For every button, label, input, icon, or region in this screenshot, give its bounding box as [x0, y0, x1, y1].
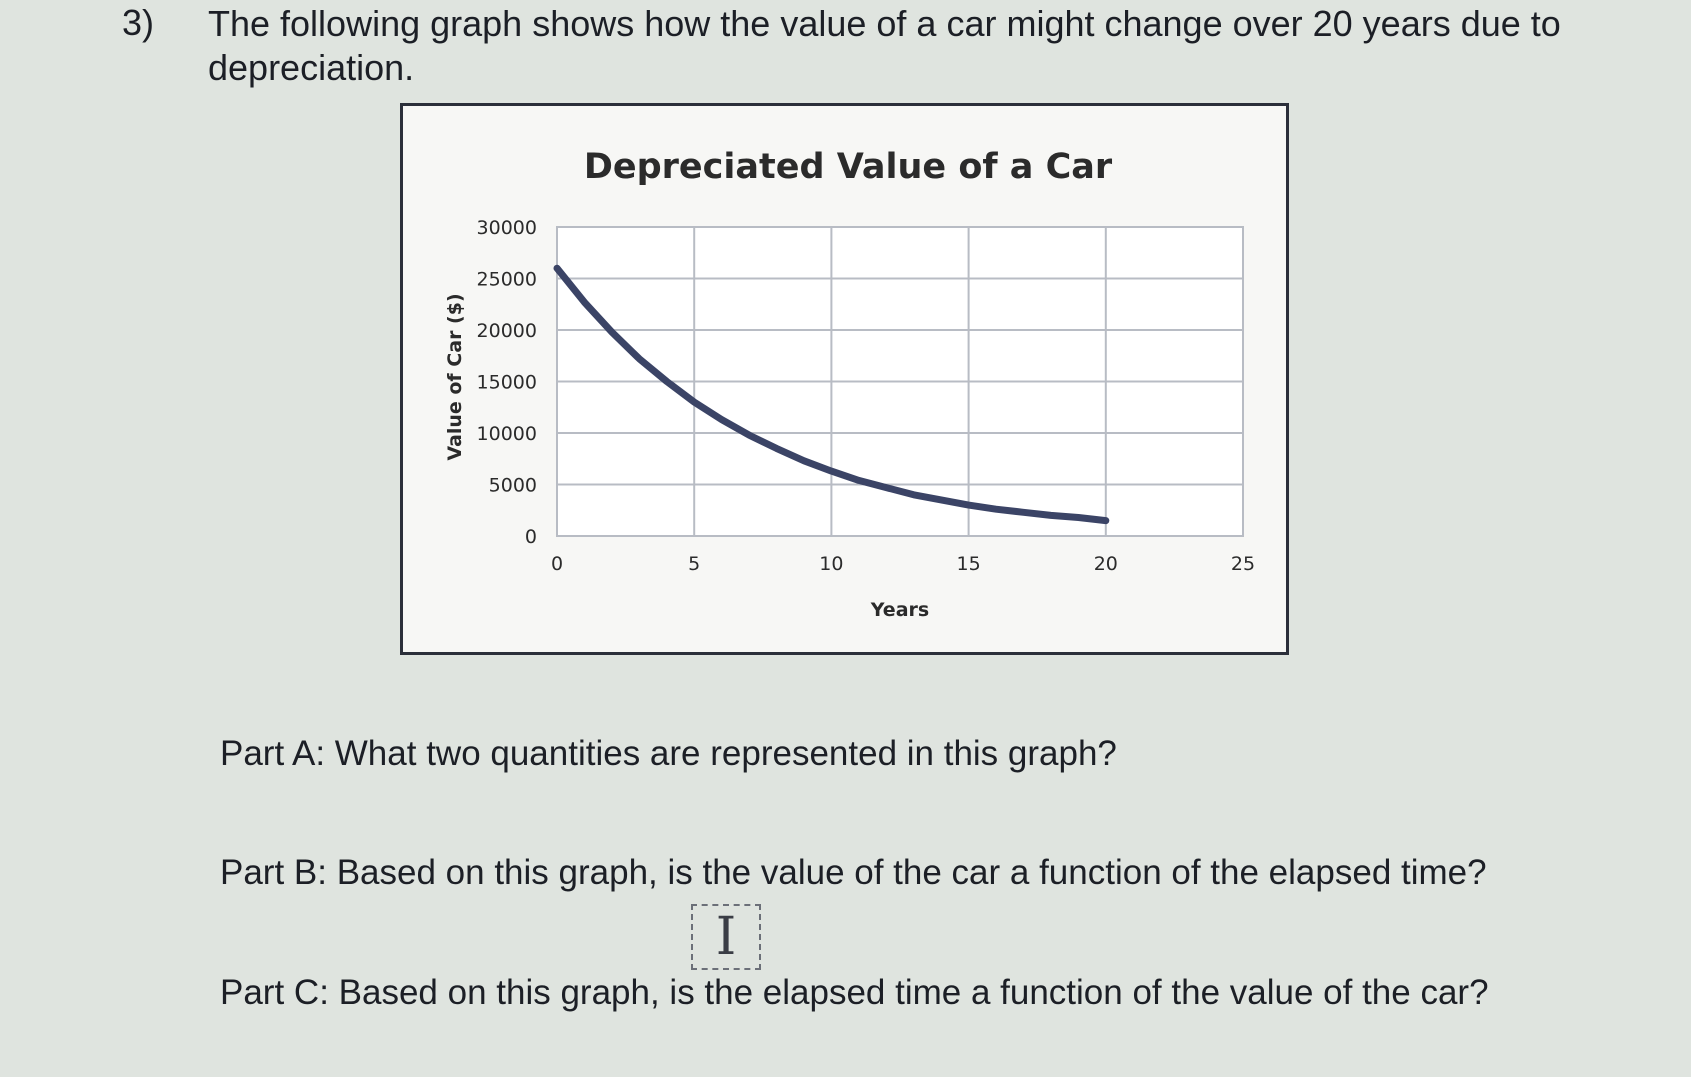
series-line: [553, 264, 1110, 525]
part-c-question: Part C: Based on this graph, is the elap…: [220, 973, 1489, 1012]
y-tick-label: 0: [525, 526, 537, 548]
x-tick-label: 5: [688, 553, 700, 575]
x-tick-label: 25: [1231, 553, 1255, 575]
part-b-question: Part B: Based on this graph, is the valu…: [220, 853, 1487, 892]
y-axis-label: Value of Car ($): [444, 293, 466, 460]
y-tick-label: 30000: [477, 217, 537, 239]
chart-frame: Depreciated Value of a Car Value of Car …: [400, 103, 1289, 655]
question-number: 3): [122, 2, 155, 43]
cursor-glyph: I: [715, 907, 737, 967]
part-a-question: Part A: What two quantities are represen…: [220, 734, 1117, 773]
y-tick-label: 5000: [489, 475, 537, 497]
x-tick-label: 20: [1094, 553, 1118, 575]
x-tick-label: 10: [819, 553, 843, 575]
text-cursor-icon: I: [691, 904, 761, 970]
y-tick-label: 25000: [477, 269, 537, 291]
x-tick-label: 0: [551, 553, 563, 575]
chart-title: Depreciated Value of a Car: [584, 147, 1113, 187]
question-text: The following graph shows how the value …: [208, 3, 1561, 88]
y-tick-label: 15000: [477, 372, 537, 394]
y-tick-label: 10000: [477, 423, 537, 445]
x-tick-label: 15: [957, 553, 981, 575]
x-axis-label: Years: [870, 599, 929, 621]
y-tick-label: 20000: [477, 320, 537, 342]
depreciation-chart: Depreciated Value of a Car Value of Car …: [444, 147, 1255, 621]
